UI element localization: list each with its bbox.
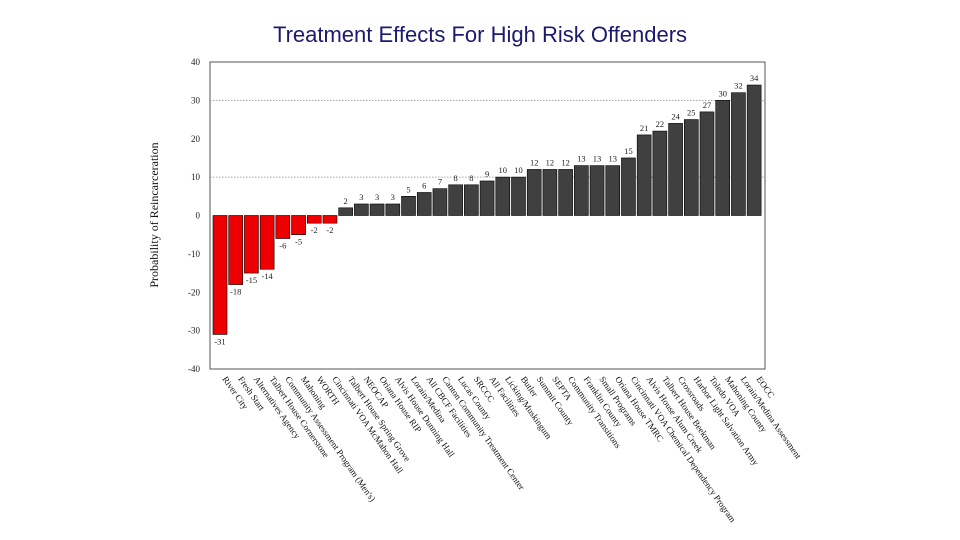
y-tick-label: 20 bbox=[191, 134, 201, 144]
data-label: -5 bbox=[295, 237, 302, 247]
data-label: 8 bbox=[469, 173, 473, 183]
bar bbox=[212, 215, 228, 335]
bar bbox=[636, 134, 652, 216]
y-axis-ticks: 40 30 20 10 0 -10 -20 -30 -40 bbox=[188, 57, 201, 374]
bar bbox=[526, 169, 542, 216]
bar bbox=[464, 184, 479, 216]
bar bbox=[338, 207, 353, 216]
bar bbox=[574, 165, 589, 216]
bar bbox=[731, 92, 746, 216]
data-label: 13 bbox=[593, 154, 602, 164]
data-label: 8 bbox=[454, 173, 458, 183]
bar bbox=[621, 157, 636, 216]
bar bbox=[322, 215, 338, 224]
data-label: 6 bbox=[422, 180, 426, 190]
y-tick-label: 40 bbox=[191, 57, 201, 67]
data-label: 13 bbox=[577, 154, 586, 164]
bar bbox=[244, 215, 259, 274]
bar bbox=[652, 130, 668, 216]
y-tick-label: -10 bbox=[188, 249, 200, 259]
bar bbox=[699, 111, 715, 216]
bar bbox=[479, 180, 495, 216]
bars bbox=[212, 84, 762, 335]
data-label: 27 bbox=[703, 100, 712, 110]
bar bbox=[385, 203, 401, 216]
data-label: 2 bbox=[344, 196, 348, 206]
data-label: 25 bbox=[687, 108, 696, 118]
plot-frame bbox=[209, 61, 766, 370]
bar bbox=[432, 188, 448, 216]
y-tick-label: -30 bbox=[188, 326, 200, 336]
bar bbox=[542, 169, 558, 216]
data-label: 32 bbox=[734, 81, 743, 91]
data-label: 10 bbox=[514, 165, 523, 175]
bar bbox=[416, 192, 432, 216]
data-label: 12 bbox=[546, 157, 555, 167]
y-tick-label: -20 bbox=[188, 287, 200, 297]
bar bbox=[683, 119, 699, 216]
data-label: 10 bbox=[499, 165, 508, 175]
data-label: 22 bbox=[656, 119, 665, 129]
data-label: 12 bbox=[530, 157, 539, 167]
data-label: 15 bbox=[624, 146, 633, 156]
data-label: 3 bbox=[359, 192, 363, 202]
data-label: -2 bbox=[326, 225, 333, 235]
data-label: -6 bbox=[279, 241, 286, 251]
data-label: 12 bbox=[561, 157, 570, 167]
data-label: 21 bbox=[640, 123, 649, 133]
bar bbox=[746, 84, 762, 216]
bar bbox=[354, 203, 369, 216]
y-tick-label: -40 bbox=[188, 364, 200, 374]
bar bbox=[448, 184, 463, 216]
bar bbox=[259, 215, 275, 270]
data-label: 3 bbox=[375, 192, 379, 202]
bar bbox=[558, 169, 573, 216]
bar bbox=[306, 215, 322, 224]
data-label: -18 bbox=[230, 287, 241, 297]
bar bbox=[495, 176, 511, 216]
y-tick-label: 0 bbox=[196, 211, 201, 221]
bar bbox=[668, 123, 683, 216]
y-tick-label: 10 bbox=[191, 172, 201, 182]
data-label: 24 bbox=[671, 111, 680, 121]
data-label: -15 bbox=[246, 275, 257, 285]
bar bbox=[401, 196, 416, 216]
data-label: 30 bbox=[718, 88, 727, 98]
data-label: 34 bbox=[750, 73, 759, 83]
data-label: -2 bbox=[311, 225, 318, 235]
bar bbox=[715, 100, 731, 216]
bar bbox=[589, 165, 605, 216]
bar bbox=[291, 215, 306, 235]
bar bbox=[275, 215, 291, 239]
data-label: 13 bbox=[609, 154, 618, 164]
data-label: -14 bbox=[261, 271, 273, 281]
data-label: 7 bbox=[438, 177, 442, 187]
data-label: 5 bbox=[406, 184, 410, 194]
y-tick-label: 30 bbox=[191, 95, 201, 105]
bar bbox=[511, 176, 526, 216]
data-label: 3 bbox=[391, 192, 395, 202]
bar bbox=[228, 215, 244, 285]
bar bbox=[605, 165, 621, 216]
y-axis-label: Probability of Reincarceration bbox=[147, 142, 161, 287]
bar bbox=[369, 203, 385, 216]
data-label: 9 bbox=[485, 169, 489, 179]
data-label: -31 bbox=[214, 336, 225, 346]
chart-title: Treatment Effects For High Risk Offender… bbox=[272, 22, 688, 47]
data-labels: -31 -18 -15 -14 -6 -5 -2 -2 2 3 3 3 5 6 7 8 8 9 10 10 12 12 12… bbox=[214, 73, 759, 346]
